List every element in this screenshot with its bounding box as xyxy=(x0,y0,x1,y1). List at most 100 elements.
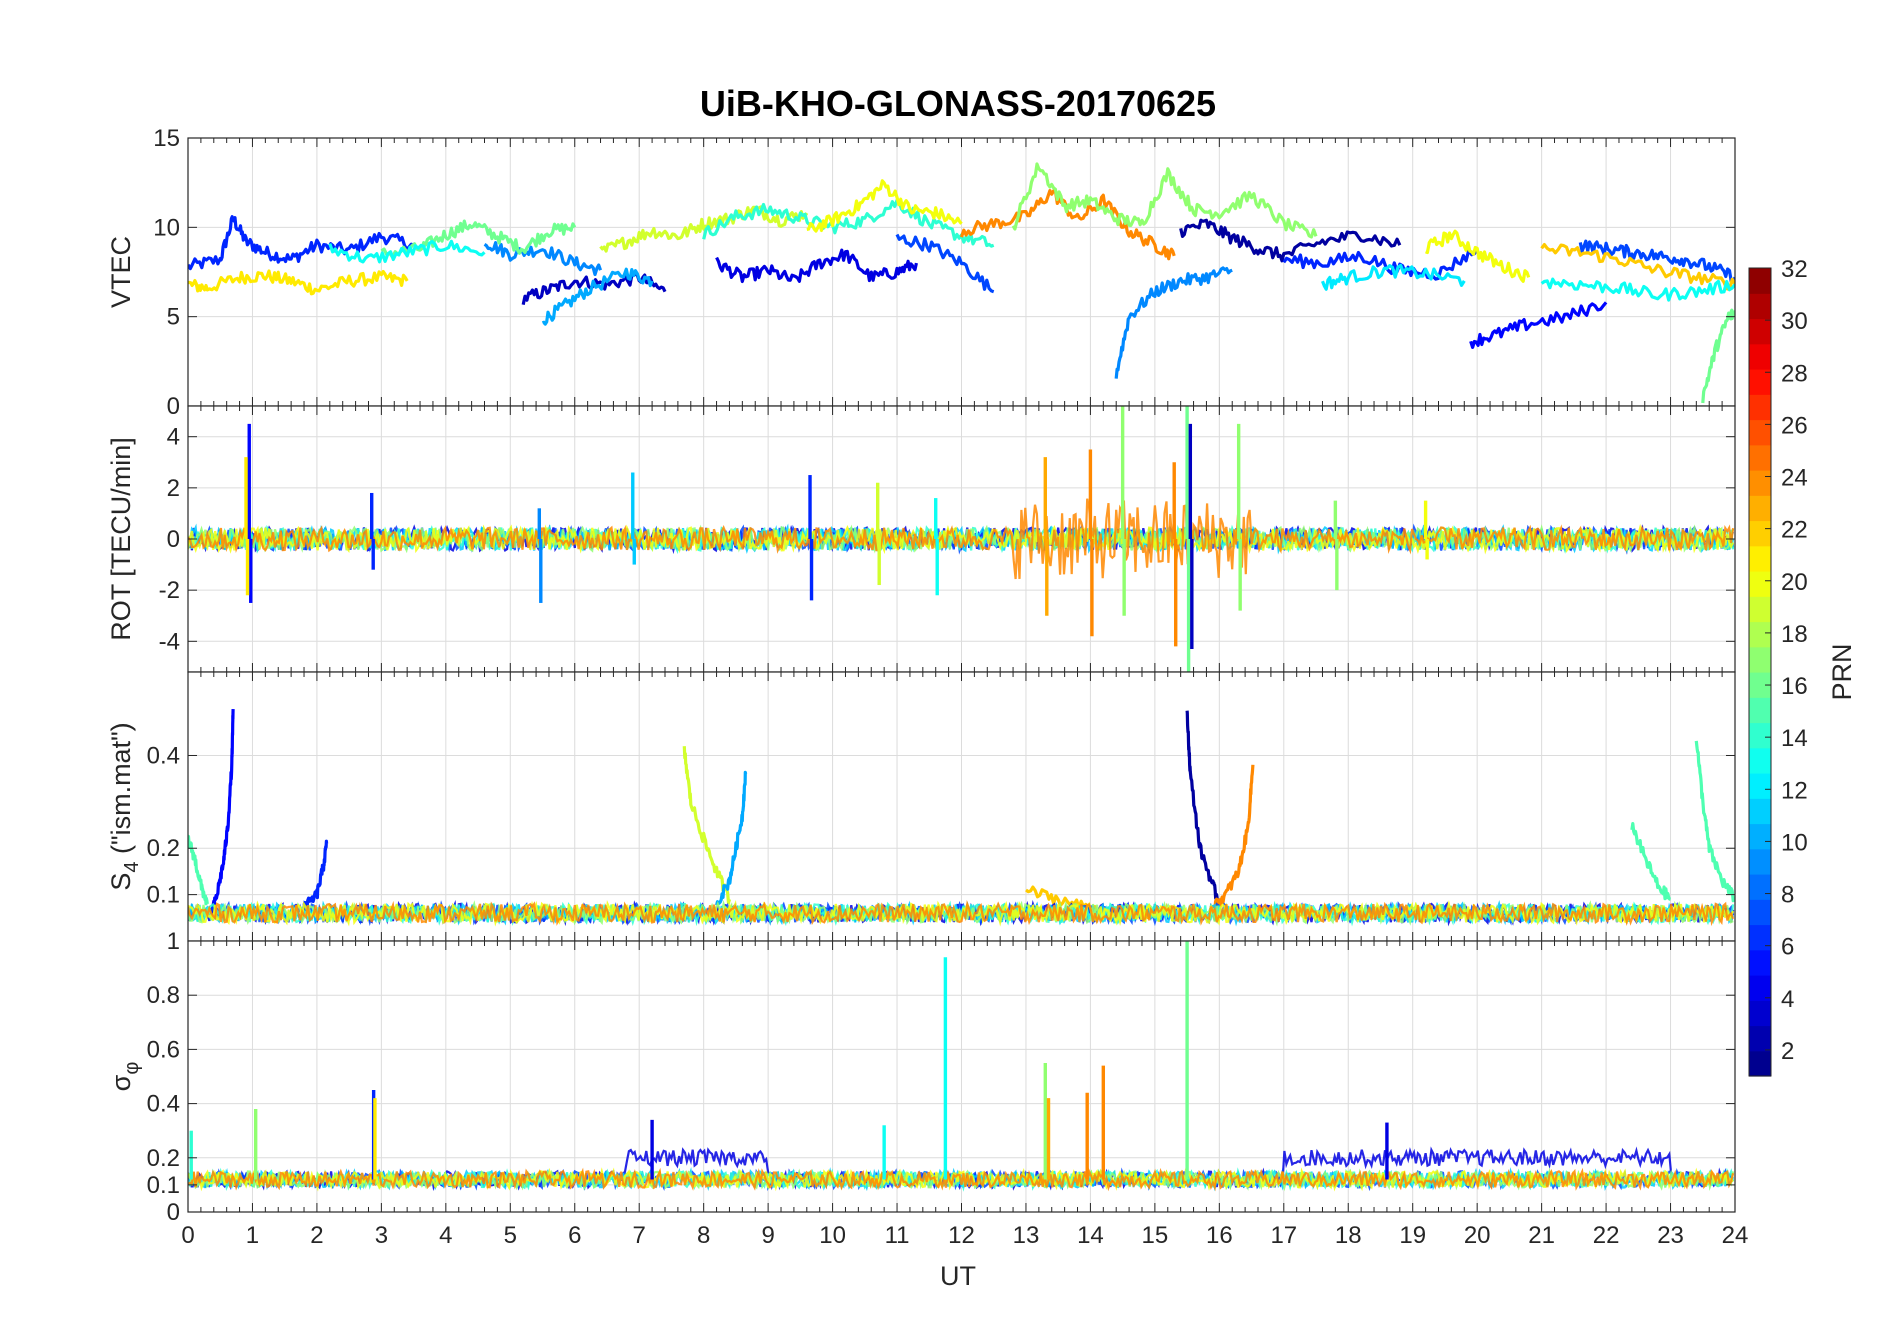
series-line-prn-20 xyxy=(1425,229,1531,283)
x-tick-label: 15 xyxy=(1142,1222,1169,1249)
y-tick-label: 0.1 xyxy=(147,1172,180,1199)
x-tick-label: 17 xyxy=(1270,1222,1297,1249)
colorbar-segment xyxy=(1749,520,1771,547)
series-line-prn-9 xyxy=(1114,266,1233,379)
y-tick-label: 10 xyxy=(153,214,180,241)
series-line-prn-9 xyxy=(483,241,603,277)
colorbar-segment xyxy=(1749,470,1771,496)
x-tick-label: 6 xyxy=(568,1222,581,1249)
colorbar-tick-label: 30 xyxy=(1781,308,1808,335)
series-line-prn-21 xyxy=(188,269,409,296)
x-tick-label: 19 xyxy=(1399,1222,1426,1249)
y-axis-label-s4: S4 ("ism.mat") xyxy=(106,722,143,890)
colorbar-segment xyxy=(1749,394,1771,421)
y-label-main: σ xyxy=(106,1074,136,1091)
colorbar-tick-label: 20 xyxy=(1781,569,1808,596)
colorbar-segment xyxy=(1749,672,1771,698)
colorbar-segment xyxy=(1749,697,1771,724)
y-tick-label: 1 xyxy=(167,928,180,955)
colorbar-segment xyxy=(1749,1000,1771,1027)
colorbar-segment xyxy=(1749,848,1771,875)
y-label-main: S xyxy=(106,873,136,891)
series-line-prn-6 xyxy=(1282,247,1479,281)
colorbar-segment xyxy=(1749,722,1771,749)
series-line-prn-13 xyxy=(1540,277,1735,302)
y-tick-label: 0 xyxy=(167,393,180,420)
noise-trace-prn-24 xyxy=(188,1167,1735,1192)
y-tick-label: 15 xyxy=(153,125,180,152)
colorbar-tick-label: 32 xyxy=(1781,256,1808,283)
panel-sigma_phi: 00.10.2 0.4 0.6 0.8 1 σφ xyxy=(106,928,1736,1226)
colorbar-segment xyxy=(1749,773,1771,799)
noise-trace-prn-24 xyxy=(188,498,1735,580)
colorbar-segment xyxy=(1749,621,1771,648)
series-line-prn-5 xyxy=(209,709,235,920)
colorbar-tick-label: 6 xyxy=(1781,934,1794,961)
colorbar-segment xyxy=(1749,596,1771,623)
x-tick-label: 1 xyxy=(246,1222,259,1249)
colorbar-label: PRN xyxy=(1827,643,1857,700)
panel-data-rot xyxy=(188,406,1735,672)
x-tick-label: 8 xyxy=(697,1222,710,1249)
colorbar-segment xyxy=(1749,798,1771,825)
x-tick-label: 21 xyxy=(1528,1222,1555,1249)
series-line-prn-7 xyxy=(1578,239,1735,284)
y-tick-label: 0.2 xyxy=(147,835,180,862)
colorbar-segment xyxy=(1749,975,1771,1001)
y-label-rest: ("ism.mat") xyxy=(106,722,136,861)
x-tick-label: 9 xyxy=(761,1222,774,1249)
y-tick-label: 5 xyxy=(167,304,180,331)
x-tick-label: 12 xyxy=(948,1222,975,1249)
x-tick-label: 4 xyxy=(439,1222,452,1249)
y-axis-label-rot: ROT [TECU/min] xyxy=(106,437,136,641)
series-line-prn-19 xyxy=(682,746,732,905)
series-line-prn-15 xyxy=(188,834,209,906)
series-line-prn-14 xyxy=(702,198,995,248)
series-line-prn-24 xyxy=(959,189,1176,261)
series-line-prn-15 xyxy=(1630,822,1672,901)
x-tick-label: 5 xyxy=(504,1222,517,1249)
y-tick-label: 0.2 xyxy=(147,1145,180,1172)
x-tick-label: 14 xyxy=(1077,1222,1104,1249)
y-tick-label: 2 xyxy=(167,475,180,502)
x-tick-label: 22 xyxy=(1593,1222,1620,1249)
colorbar-segment xyxy=(1749,747,1771,774)
series-line-prn-6 xyxy=(188,215,415,271)
colorbar-segment xyxy=(1749,268,1771,294)
colorbar-tick-label: 8 xyxy=(1781,882,1794,909)
series-line-prn-24 xyxy=(1211,764,1255,914)
y-tick-label: 0 xyxy=(167,1199,180,1226)
x-tick-label: 3 xyxy=(375,1222,388,1249)
series-line-prn-16 xyxy=(1701,308,1735,404)
colorbar-tick-label: 22 xyxy=(1781,517,1808,544)
series-line-prn-22 xyxy=(1540,243,1735,291)
colorbar-tick-label: 2 xyxy=(1781,1038,1794,1065)
x-tick-labels: 0 1 2 3 4 5 6 7 8 9 10 11 12 13 14 15 16 17 18 19 20 21 22 23 24 xyxy=(181,1222,1748,1249)
colorbar-segment xyxy=(1749,949,1771,976)
series-line-prn-7 xyxy=(895,233,995,294)
colorbar-segment xyxy=(1749,899,1771,926)
series-line-prn-10 xyxy=(541,267,654,326)
y-tick-label: 0 xyxy=(167,526,180,553)
y-tick-label: 0.1 xyxy=(147,882,180,909)
panel-data-sigma_phi xyxy=(188,941,1735,1192)
y-axis-label-vtec: VTEC xyxy=(106,236,136,308)
series-line-prn-6 xyxy=(302,839,329,913)
x-tick-label: 10 xyxy=(819,1222,846,1249)
series-line-prn-5 xyxy=(1469,301,1608,349)
series-line-prn-2 xyxy=(1179,218,1402,263)
colorbar-tick-label: 12 xyxy=(1781,777,1808,804)
series-line-prn-2 xyxy=(1185,710,1221,908)
colorbar-segment xyxy=(1749,318,1771,345)
y-tick-label: -4 xyxy=(159,628,180,655)
colorbar-segment xyxy=(1749,1050,1771,1077)
y-tick-label: 0.8 xyxy=(147,982,180,1009)
colorbar-segment xyxy=(1749,419,1771,446)
x-tick-label: 7 xyxy=(633,1222,646,1249)
y-axis-label-sigma_phi: σφ xyxy=(106,1062,143,1092)
colorbar-segment xyxy=(1749,823,1771,850)
x-tick-label: 11 xyxy=(885,1222,910,1249)
series-line-prn-12 xyxy=(1321,263,1466,291)
chart-title: UiB-KHO-GLONASS-20170625 xyxy=(700,83,1216,124)
